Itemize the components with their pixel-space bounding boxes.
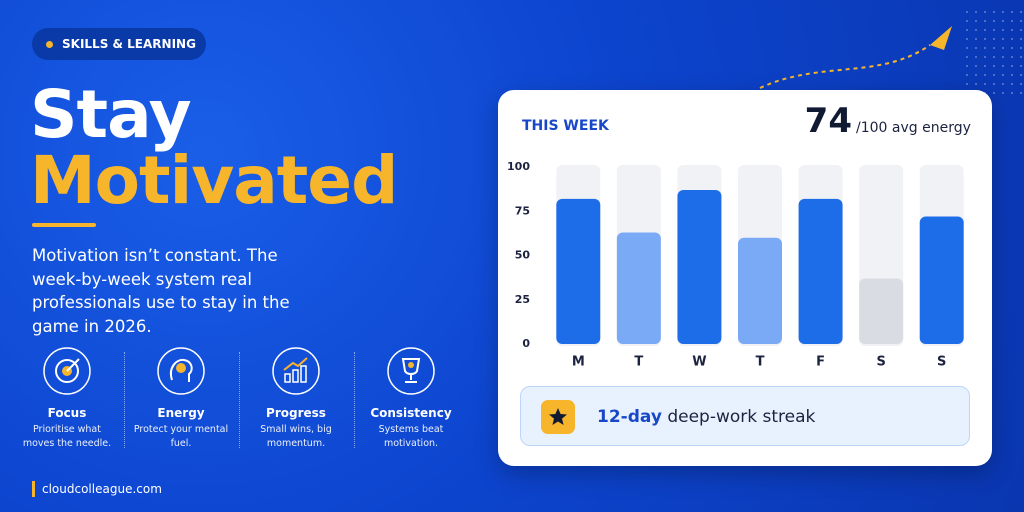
divider [354, 352, 355, 448]
icon [157, 347, 205, 395]
bar [556, 198, 601, 344]
feature-text: Small wins, big momentum. [260, 424, 332, 449]
x-tick-label: T [756, 355, 765, 370]
footer-bar [32, 481, 35, 497]
icon [43, 347, 91, 395]
icon [272, 347, 320, 395]
divider [239, 352, 240, 448]
feature-title: Consistency [370, 406, 452, 420]
feature-title: Focus [47, 406, 87, 420]
x-tick-label: F [816, 355, 825, 370]
summary-text: /100 avg energy [856, 120, 971, 136]
description: Motivation isn’t constant. The week-by-w… [32, 246, 290, 336]
streak-highlight: 12-day [597, 407, 662, 427]
x-tick-label: T [634, 355, 643, 370]
feature-text: Systems beat motivation. [378, 424, 444, 449]
feature-text: Prioritise what moves the needle. [22, 424, 112, 449]
x-tick-label: M [572, 355, 585, 370]
feature: Energy Protect your mental fuel. [126, 346, 236, 451]
bar [616, 232, 661, 344]
y-tick-label: 100 [507, 160, 530, 173]
divider [124, 352, 125, 448]
icon [387, 347, 435, 395]
feature-title: Energy [157, 406, 205, 420]
x-tick-label: S [876, 355, 885, 370]
y-tick-label: 50 [515, 249, 531, 262]
decoration [759, 10, 1024, 100]
bar [919, 216, 964, 344]
feature: Consistency Systems beat motivation. [356, 346, 466, 451]
y-tick-label: 0 [522, 337, 530, 350]
feature-text: Protect your mental fuel. [133, 424, 229, 449]
x-tick-label: S [937, 355, 946, 370]
badge: SKILLS & LEARNING [32, 28, 206, 60]
star-icon [541, 400, 575, 434]
bar [677, 190, 722, 344]
streak: 12-day deep-work streak [520, 386, 970, 446]
bar [738, 237, 782, 344]
feature: Progress Small wins, big momentum. [241, 346, 351, 451]
chart: THIS WEEK 74 /100 avg energy 0 25 50 75 100 M… [507, 101, 971, 370]
feature: Focus Prioritise what moves the needle. [12, 346, 122, 451]
y-tick-label: 75 [515, 204, 530, 217]
underline [32, 223, 96, 227]
chart-title: THIS WEEK [522, 118, 610, 134]
x-tick-label: W [692, 355, 706, 370]
bar [798, 198, 843, 344]
headline: Stay [30, 76, 192, 153]
bar [859, 278, 904, 344]
feature-title: Progress [266, 406, 326, 420]
streak-text: deep-work streak [667, 407, 816, 427]
y-tick-label: 25 [515, 293, 530, 306]
footer: cloudcolleague.com [42, 482, 162, 496]
headline: Motivated [30, 142, 398, 219]
summary-value: 74 [805, 101, 852, 141]
